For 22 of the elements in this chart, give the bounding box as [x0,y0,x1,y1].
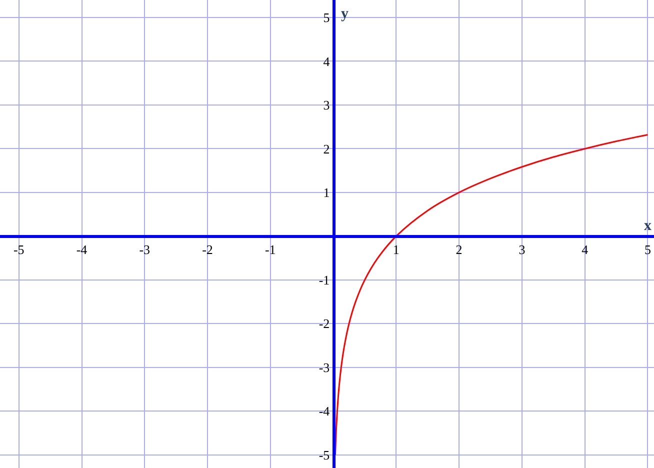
y-tick-label: -2 [318,316,330,332]
y-tick-label: 2 [323,141,330,156]
x-tick-label: -2 [202,242,213,257]
y-tick-label: 4 [323,54,330,69]
x-tick-label: -5 [13,242,24,257]
x-axis-title: x [644,218,652,234]
y-axis-title: y [341,6,349,22]
y-tick-label: -4 [318,404,330,419]
x-tick-label: 1 [392,242,400,257]
x-tick-label: -4 [76,242,88,257]
y-tick-label: -3 [318,360,330,375]
y-tick-label: -1 [318,272,330,288]
x-tick-label: 4 [582,242,589,257]
y-tick-label: 5 [323,10,330,26]
y-tick-label: 1 [323,185,330,200]
x-tick-label: -1 [264,242,276,257]
y-tick-label: -5 [318,447,330,462]
x-tick-label: 2 [456,242,462,257]
x-tick-label: -3 [139,242,150,257]
y-tick-label: 3 [323,98,330,113]
x-tick-label: 3 [518,242,526,257]
x-tick-label: 5 [644,242,651,257]
